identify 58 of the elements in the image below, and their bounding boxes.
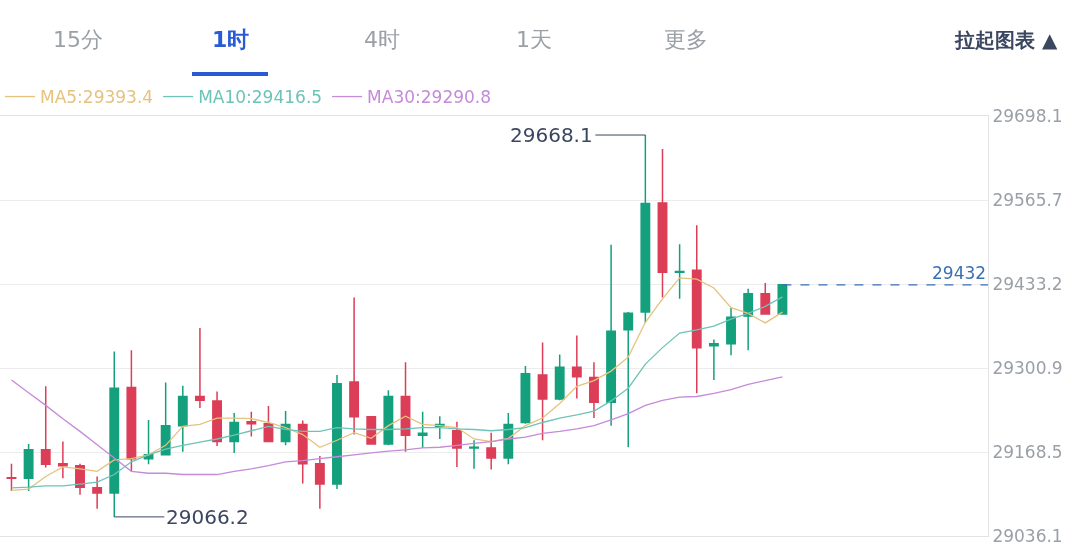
- candlestick: [640, 134, 651, 324]
- candlestick: [451, 421, 462, 468]
- candlestick: [314, 455, 325, 510]
- candlestick: [708, 338, 719, 381]
- candlestick: [589, 361, 599, 419]
- candlestick: [554, 353, 565, 402]
- candlestick: [383, 389, 394, 447]
- candlestick: [57, 440, 68, 480]
- candlestick: [92, 475, 103, 510]
- candlestick: [760, 282, 771, 315]
- candlestick: [366, 415, 377, 445]
- legend-label: MA10:29416.5: [198, 87, 323, 108]
- y-tick-label: 29698.1: [992, 105, 1063, 126]
- candlestick: [6, 462, 17, 492]
- annotation: 29066.2: [166, 505, 249, 529]
- y-tick-label: 29565.7: [992, 189, 1063, 210]
- y-tick-label: 29300.9: [992, 357, 1063, 378]
- candlestick: [417, 410, 428, 449]
- text: 更多: [664, 27, 708, 52]
- candlestick: [126, 349, 137, 473]
- candlestick: [246, 410, 257, 438]
- candlestick: [469, 439, 479, 470]
- text: 15分: [53, 27, 103, 52]
- candlestick: [194, 327, 205, 409]
- legend-label: MA5:29393.4: [40, 87, 154, 108]
- line-series: [10, 376, 784, 476]
- candlestick: [109, 350, 120, 518]
- candlestick: [674, 243, 685, 300]
- candlestick: [520, 365, 531, 425]
- text: 拉起图表 ▲: [954, 28, 1058, 52]
- text: 1天: [516, 27, 552, 52]
- candlestick: [571, 334, 582, 400]
- y-tick-label: 29168.5: [992, 441, 1063, 462]
- annotation: 29668.1: [510, 123, 593, 147]
- candlestick: [657, 148, 668, 299]
- candlestick: [743, 287, 754, 351]
- candlestick: [349, 296, 360, 436]
- candlestick: [212, 390, 223, 447]
- candlestick: [691, 224, 702, 395]
- candlestick: [777, 284, 788, 315]
- ref-line-label: 29432: [932, 263, 987, 283]
- candlestick: [537, 341, 548, 442]
- candlestick: [177, 384, 188, 453]
- text: 1时: [212, 27, 250, 52]
- candlestick: [229, 412, 240, 454]
- candlestick: [623, 311, 634, 448]
- y-tick-label: 29433.2: [992, 274, 1063, 295]
- candlestick: [40, 385, 51, 469]
- candlestick: [606, 244, 617, 427]
- candlestick: [726, 306, 736, 356]
- candlestick: [332, 374, 342, 490]
- y-tick-label: 29036.1: [992, 525, 1063, 546]
- candlestick: [503, 412, 514, 466]
- candlestick: [23, 443, 34, 492]
- legend-label: MA30:29290.8: [367, 87, 492, 108]
- candlestick: [160, 381, 171, 456]
- text: 4时: [364, 27, 400, 52]
- candlestick: [486, 431, 497, 471]
